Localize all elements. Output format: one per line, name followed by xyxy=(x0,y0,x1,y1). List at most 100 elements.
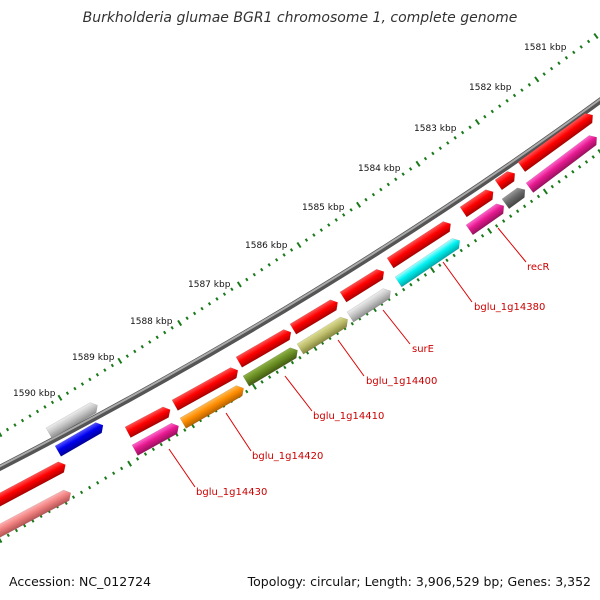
tick-mark xyxy=(304,238,309,242)
tick-mark xyxy=(159,442,163,447)
tick-mark xyxy=(416,278,420,282)
gene-feature[interactable] xyxy=(131,421,182,456)
gene-feature[interactable] xyxy=(54,420,106,457)
gene-feature[interactable] xyxy=(296,314,351,355)
tick-mark xyxy=(520,88,524,92)
tick-mark xyxy=(364,197,368,202)
tick-mark xyxy=(536,194,541,199)
tick-mark xyxy=(483,114,487,119)
gene-feature[interactable] xyxy=(501,185,528,210)
tick-mark xyxy=(275,370,279,375)
tick-label: 1585 kbp xyxy=(302,203,345,213)
gene-feature[interactable] xyxy=(339,267,387,303)
tick-label: 1586 kbp xyxy=(245,241,288,251)
tick-mark xyxy=(349,208,353,212)
tick-mark xyxy=(260,380,264,384)
gene-label-bglu-1g14420[interactable]: bglu_1g14420 xyxy=(252,451,323,462)
tick-mark xyxy=(571,169,575,174)
tick-mark xyxy=(133,349,137,354)
gene-features xyxy=(0,110,600,539)
gene-label-bglu-1g14400[interactable]: bglu_1g14400 xyxy=(366,376,437,387)
tick-mark xyxy=(423,156,428,161)
tick-mark xyxy=(431,151,435,156)
tick-mark xyxy=(356,201,362,208)
callout-line xyxy=(337,339,365,377)
tick-mark xyxy=(290,360,295,365)
gene-feature[interactable] xyxy=(0,459,68,508)
gene-label-recr[interactable]: recR xyxy=(527,262,550,273)
tick-mark xyxy=(112,471,116,476)
gene-feature[interactable] xyxy=(465,201,507,236)
gene-label-bglu-1g14380[interactable]: bglu_1g14380 xyxy=(474,302,545,313)
gene-label-bglu-1g14410[interactable]: bglu_1g14410 xyxy=(313,411,384,422)
tick-mark xyxy=(466,243,471,248)
gene-feature[interactable] xyxy=(386,219,454,269)
tick-mark xyxy=(453,135,457,140)
tick-mark xyxy=(298,355,302,360)
tick-mark xyxy=(473,238,478,243)
tick-mark xyxy=(534,76,540,83)
tick-mark xyxy=(35,409,40,414)
gene-label-sure[interactable]: surE xyxy=(412,344,434,355)
gene-feature[interactable] xyxy=(235,327,294,368)
tick-mark xyxy=(283,365,287,370)
gene-feature[interactable] xyxy=(517,110,596,173)
tick-mark xyxy=(167,437,171,442)
tick-mark xyxy=(468,125,472,130)
gene-feature[interactable] xyxy=(494,169,518,191)
tick-mark xyxy=(170,325,174,330)
tick-mark xyxy=(508,214,513,218)
tick-mark xyxy=(572,50,576,55)
map-title: Burkholderia glumae BGR1 chromosome 1, c… xyxy=(82,10,518,26)
tick-mark xyxy=(110,363,115,368)
tick-mark xyxy=(127,460,133,467)
tick-mark xyxy=(0,537,3,544)
tick-mark xyxy=(350,321,354,326)
tick-mark xyxy=(57,394,63,401)
gene-feature[interactable] xyxy=(0,488,74,539)
chromosome-backbone xyxy=(0,97,600,472)
gene-feature[interactable] xyxy=(394,236,463,288)
gene-feature[interactable] xyxy=(242,345,301,387)
tick-mark xyxy=(480,233,485,238)
gene-labels: recR bglu_1g14380 surE bglu_1g14400 bglu… xyxy=(196,262,550,498)
tick-mark xyxy=(557,179,561,184)
tick-mark xyxy=(577,165,582,169)
gene-feature[interactable] xyxy=(289,297,341,335)
gene-feature[interactable] xyxy=(525,132,600,193)
tick-mark xyxy=(584,160,589,164)
gene-label-bglu-1g14430[interactable]: bglu_1g14430 xyxy=(196,487,267,498)
tick-mark xyxy=(183,428,187,432)
tick-mark xyxy=(487,227,493,234)
tick-mark xyxy=(245,277,249,282)
tick-mark xyxy=(282,253,286,257)
gene-feature[interactable] xyxy=(171,365,241,411)
accession-text: Accession: NC_012724 xyxy=(9,574,152,589)
tick-mark xyxy=(415,160,421,167)
tick-mark xyxy=(79,490,84,495)
gene-feature[interactable] xyxy=(459,187,497,218)
tick-label: 1584 kbp xyxy=(358,164,401,174)
tick-mark xyxy=(6,533,10,538)
tick-mark xyxy=(103,368,107,372)
tick-mark xyxy=(155,335,159,340)
tick-mark xyxy=(140,344,144,349)
tick-mark xyxy=(386,182,390,187)
tick-mark xyxy=(13,423,17,427)
callout-line xyxy=(382,309,411,345)
tick-label: 1582 kbp xyxy=(469,83,512,93)
tick-mark xyxy=(550,184,554,189)
gene-feature[interactable] xyxy=(45,400,100,439)
tick-mark xyxy=(43,405,47,409)
tick-mark xyxy=(312,233,316,237)
tick-mark xyxy=(96,481,100,485)
gene-feature[interactable] xyxy=(124,404,173,438)
tick-mark xyxy=(5,427,10,432)
tick-mark xyxy=(445,258,449,263)
gene-feature[interactable] xyxy=(346,286,394,323)
tick-mark xyxy=(494,224,499,228)
tick-mark xyxy=(20,418,25,423)
tick-label: 1588 kbp xyxy=(130,317,173,327)
gene-feature[interactable] xyxy=(179,383,247,429)
tick-label: 1581 kbp xyxy=(524,43,567,53)
